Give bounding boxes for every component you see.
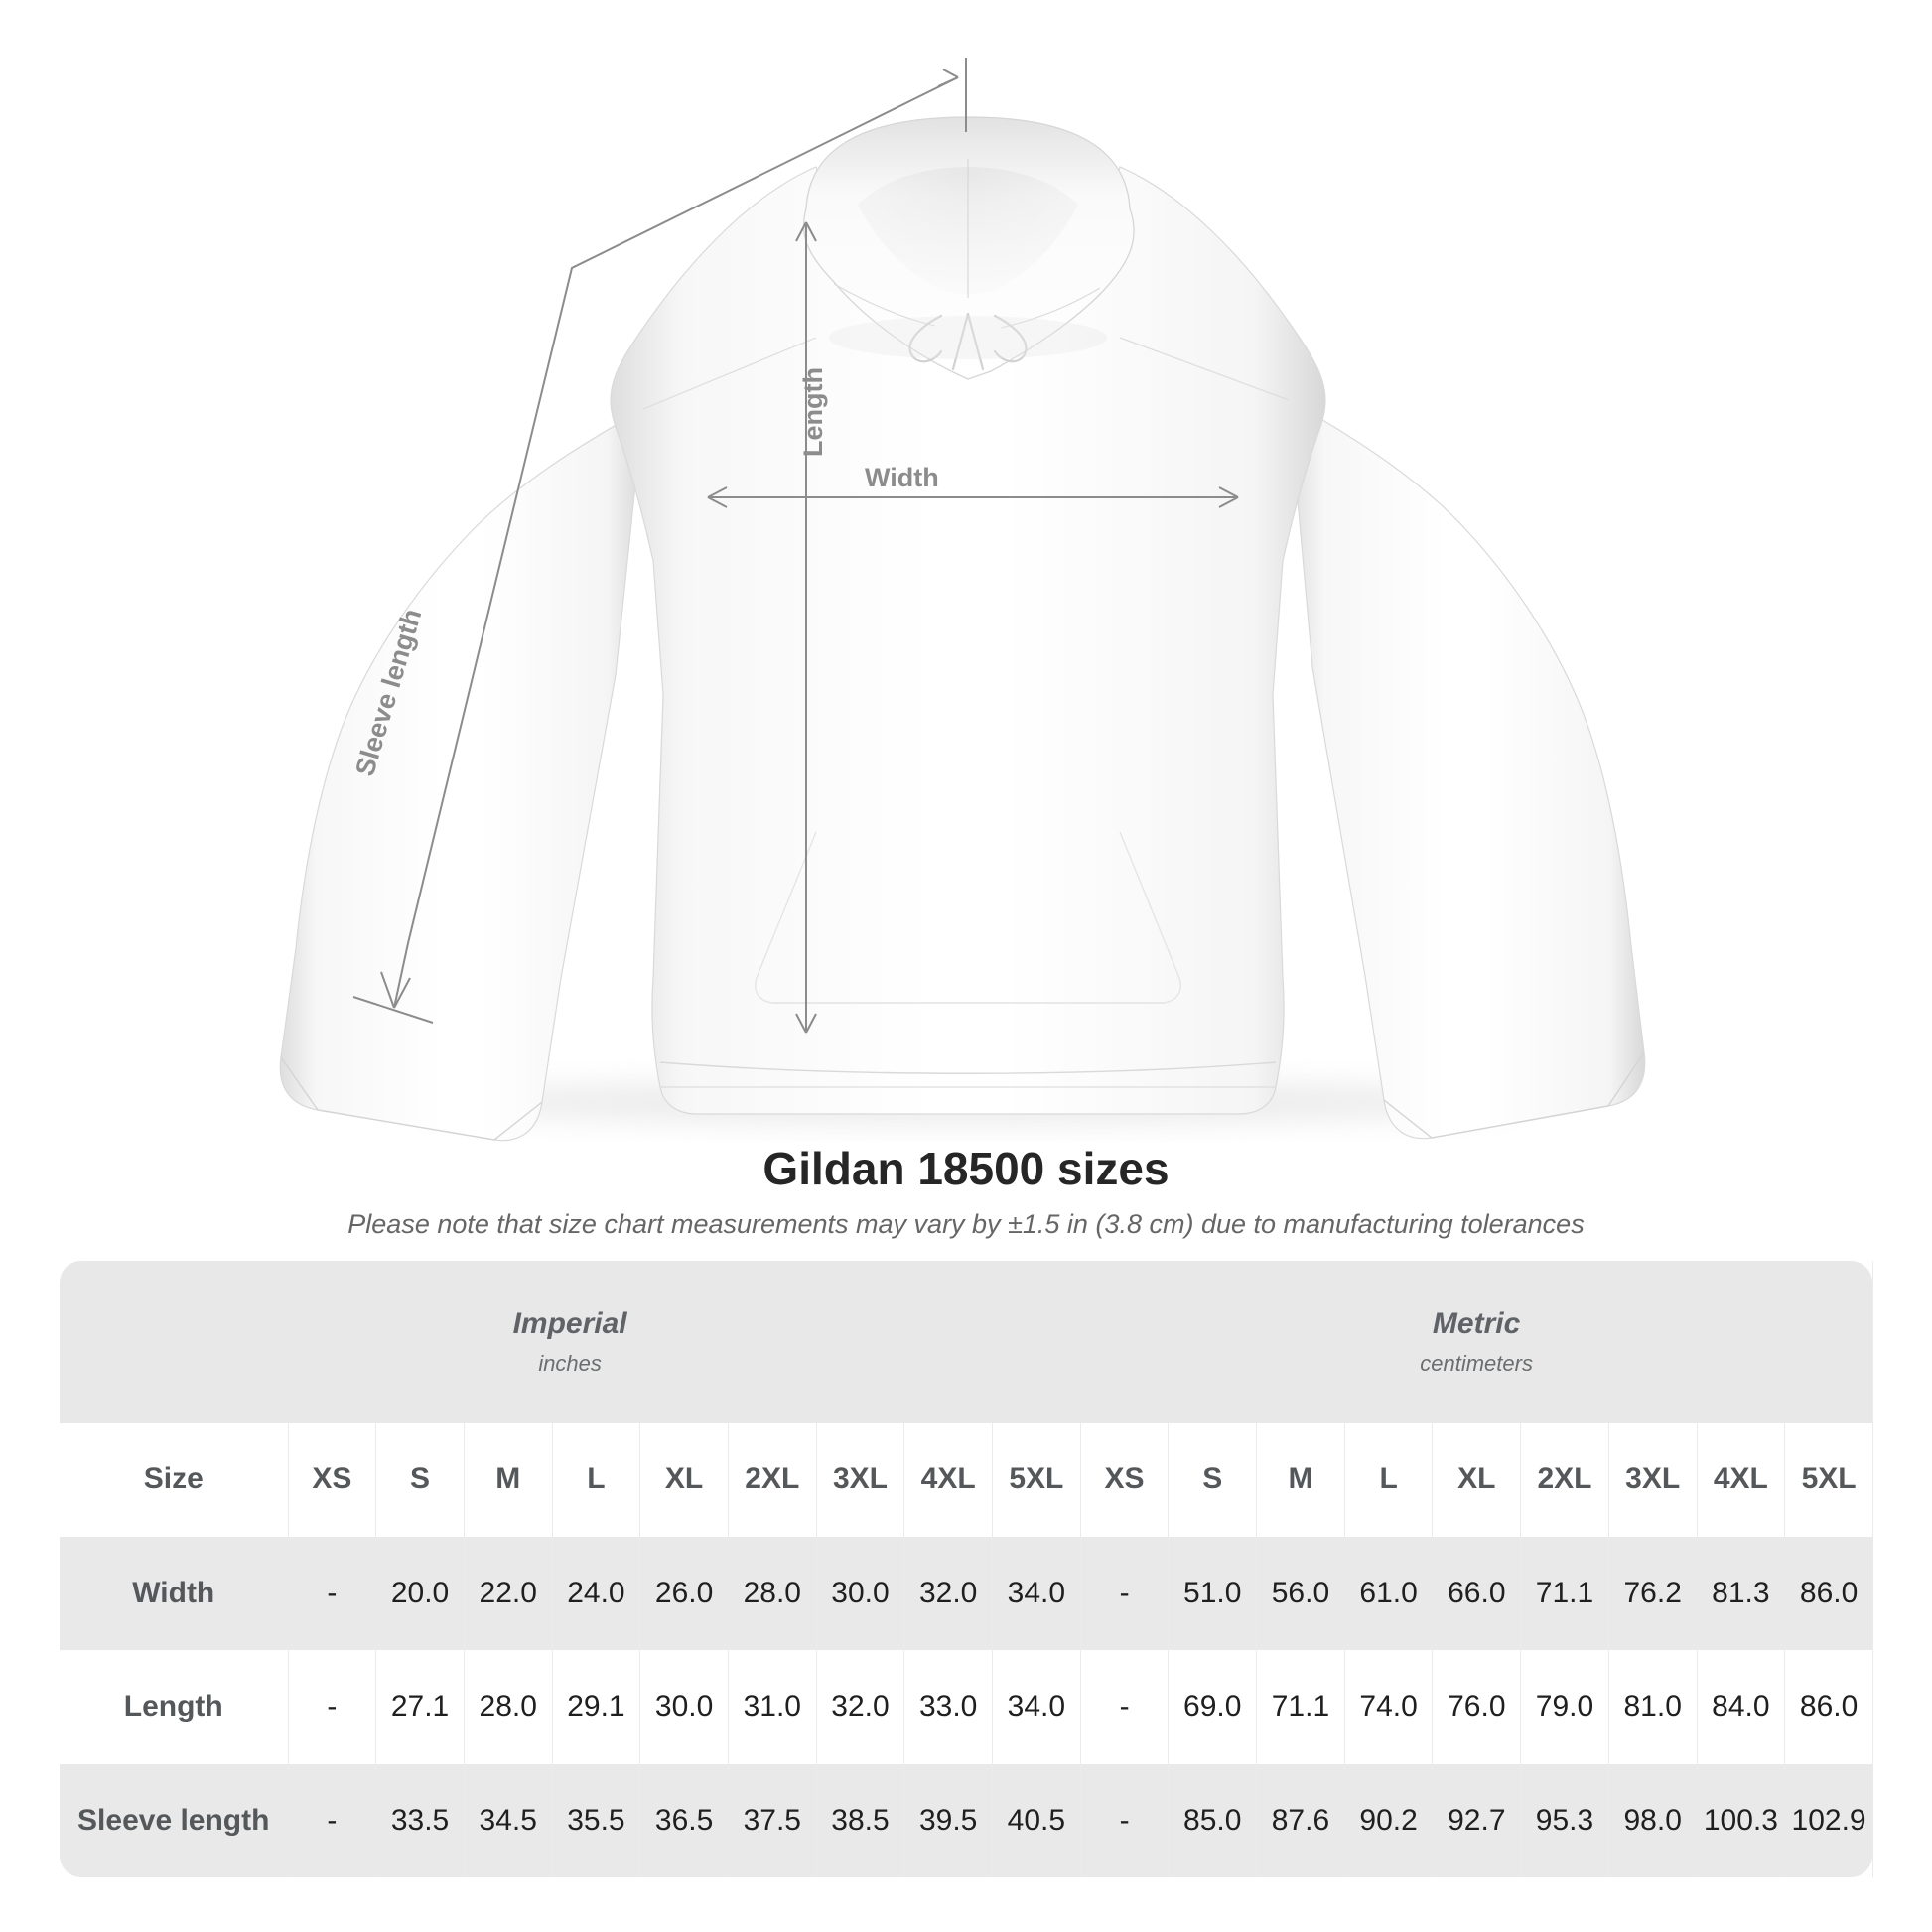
svg-text:Length: Length [798, 367, 828, 457]
svg-text:Width: Width [865, 463, 939, 492]
